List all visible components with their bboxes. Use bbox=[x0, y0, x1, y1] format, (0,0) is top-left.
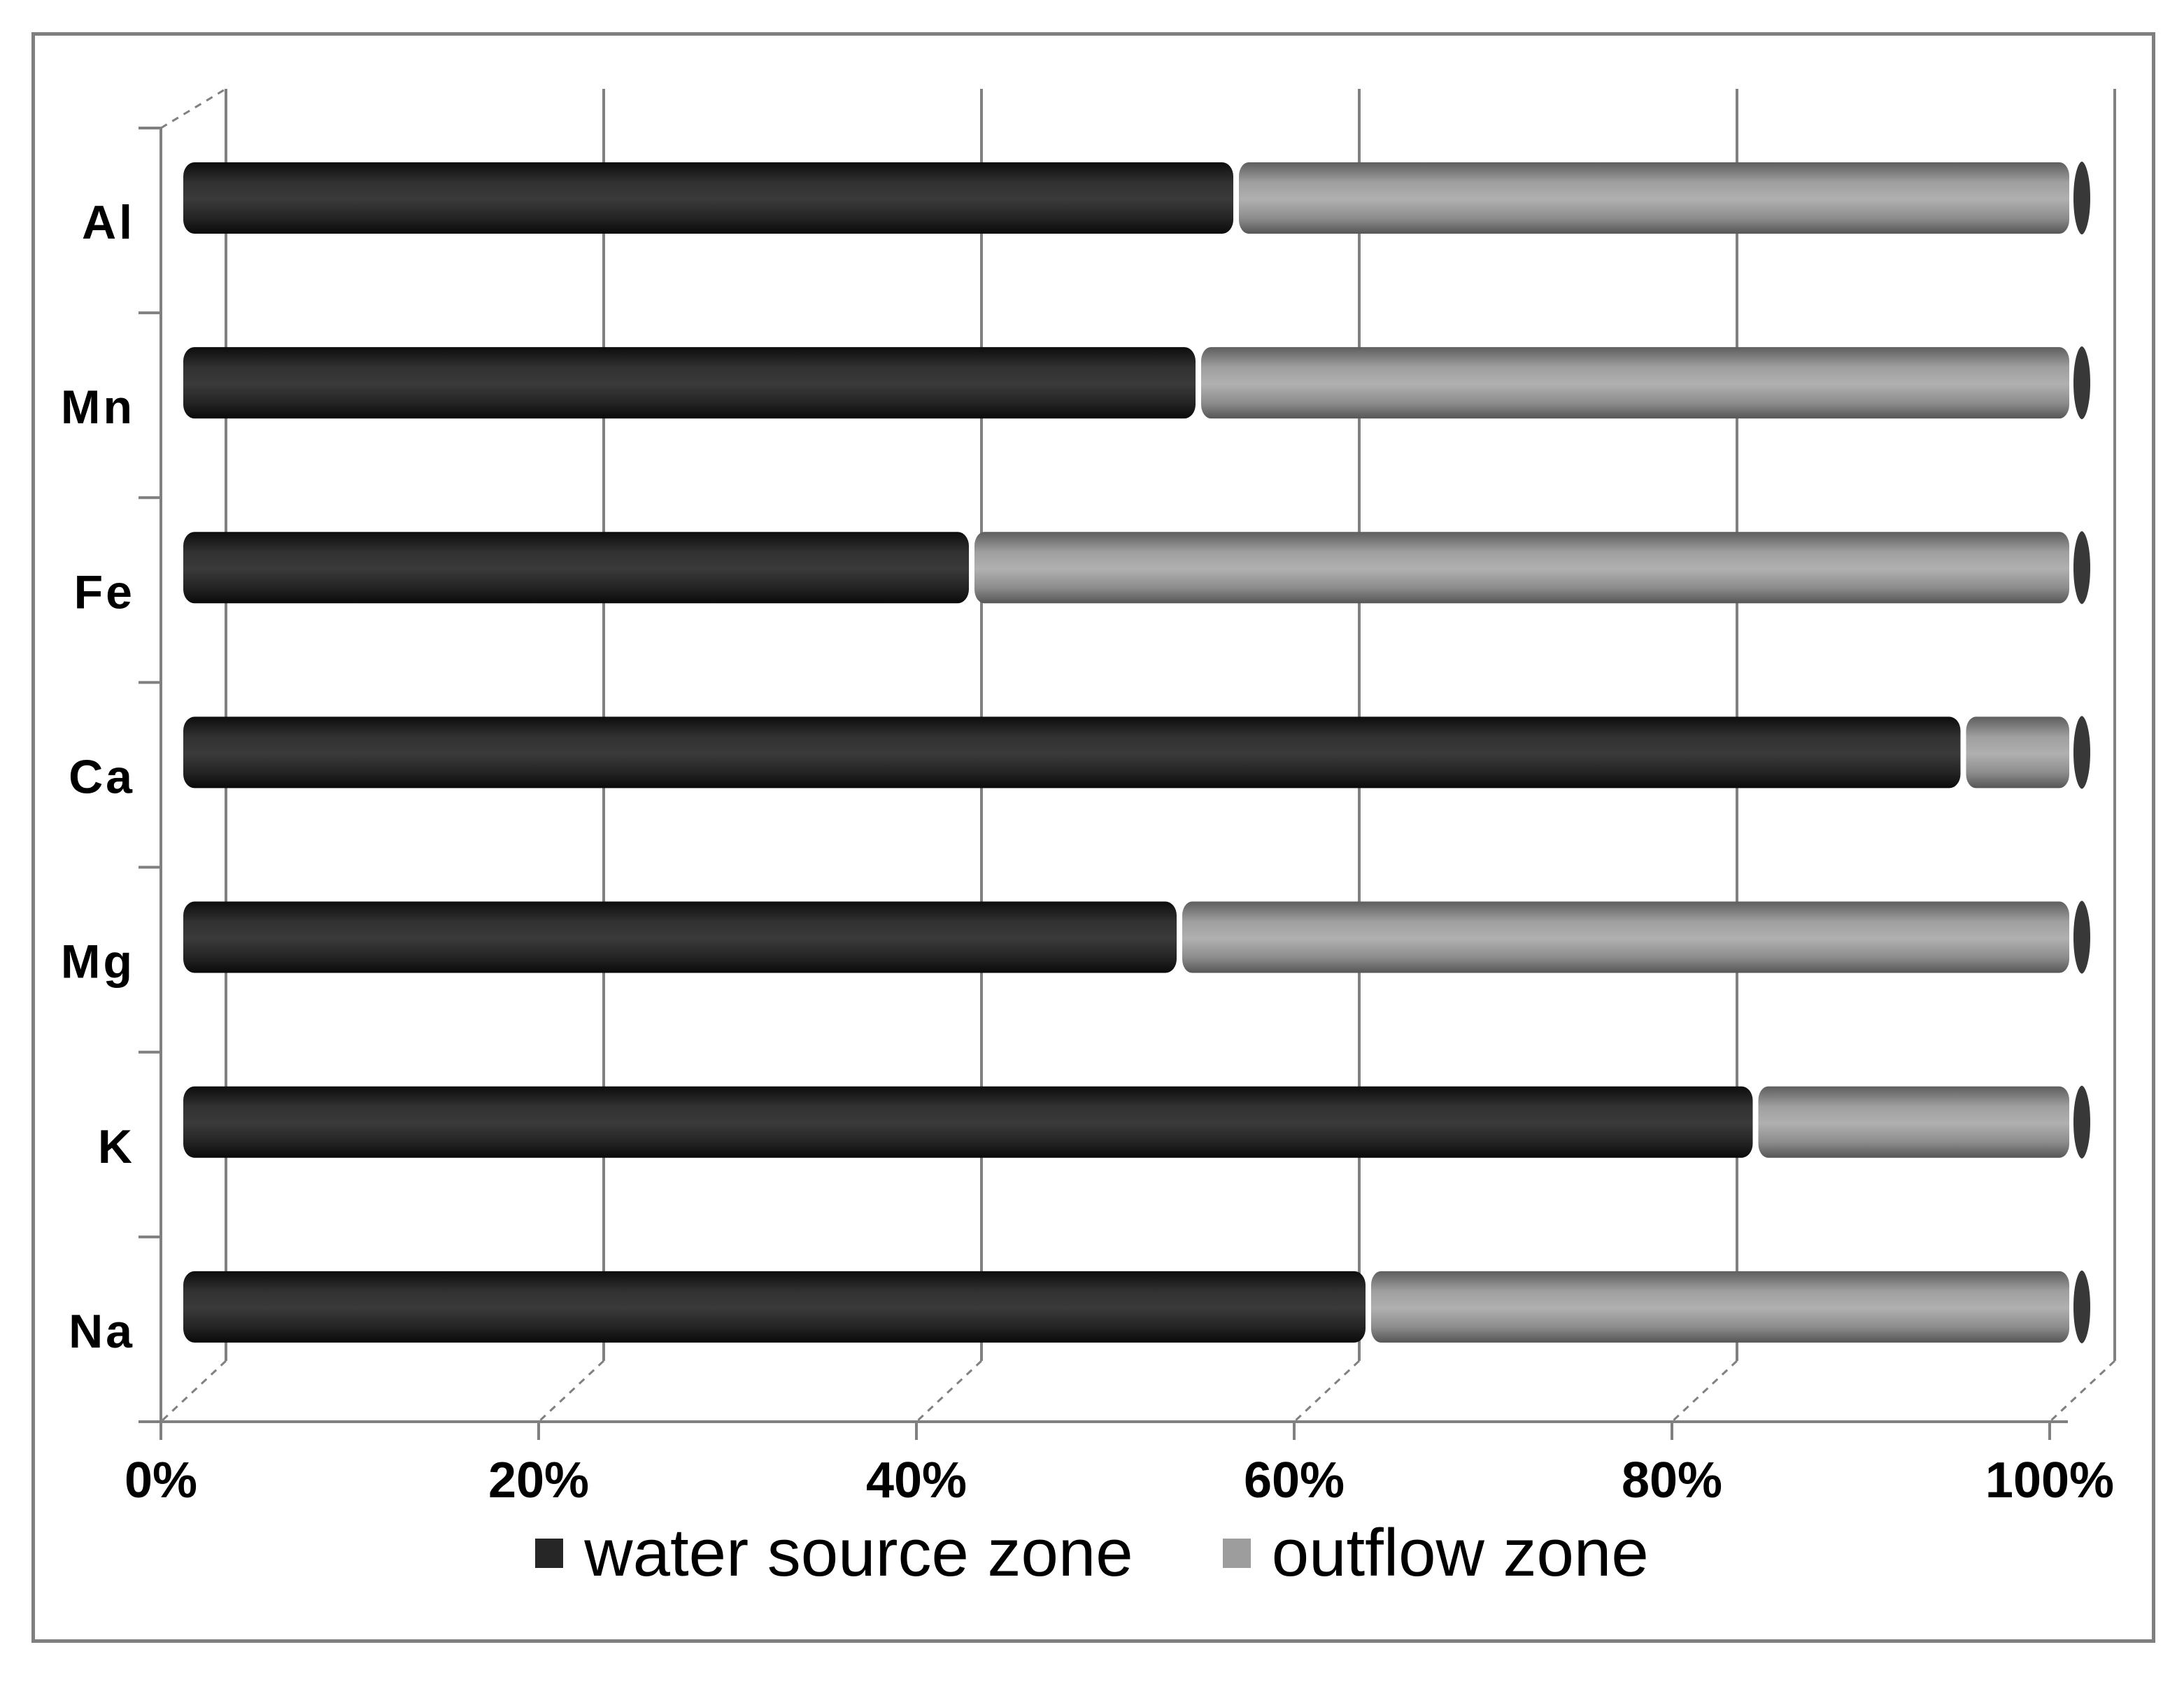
bar-segment-outflow-zone-Na bbox=[1371, 1271, 2069, 1343]
axis-depth-diagonal-100% bbox=[2048, 1359, 2116, 1423]
bar-segment-outflow-zone-K bbox=[1758, 1086, 2069, 1158]
x-tick-label-60%: 60% bbox=[1244, 1453, 1345, 1508]
legend-swatch-outflow-zone bbox=[1222, 1539, 1251, 1568]
bar-end-cap-Na bbox=[2071, 1267, 2093, 1346]
bar-segment-water-source-zone-Ca bbox=[183, 716, 1961, 789]
x-tick-label-40%: 40% bbox=[866, 1453, 967, 1508]
legend-item-outflow-zone: outflow zone bbox=[1222, 1515, 1649, 1590]
x-tick-label-20%: 20% bbox=[488, 1453, 589, 1508]
x-tick-label-100%: 100% bbox=[1985, 1453, 2114, 1508]
bar-segment-water-source-zone-Na bbox=[183, 1271, 1366, 1343]
bar-segment-water-source-zone-Mn bbox=[183, 347, 1196, 419]
chart-legend: water source zone outflow zone bbox=[0, 1520, 2184, 1587]
bar-segment-outflow-zone-Mn bbox=[1201, 347, 2069, 419]
category-label-Mn: Mn bbox=[61, 381, 135, 434]
bar-end-cap-Mg bbox=[2071, 898, 2093, 977]
legend-label-water-source-zone: water source zone bbox=[584, 1515, 1133, 1590]
legend-label-outflow-zone: outflow zone bbox=[1271, 1515, 1649, 1590]
chart-outer-border bbox=[31, 32, 2155, 1643]
axis-depth-diagonal-0% bbox=[159, 1359, 227, 1423]
bar-end-cap-Al bbox=[2071, 159, 2093, 237]
axis-depth-diagonal-80% bbox=[1671, 1359, 1738, 1423]
category-label-K: K bbox=[98, 1120, 135, 1173]
bar-end-cap-Fe bbox=[2071, 528, 2093, 607]
category-label-Mg: Mg bbox=[61, 935, 135, 989]
legend-swatch-water-source-zone bbox=[535, 1539, 564, 1568]
category-label-Na: Na bbox=[69, 1305, 135, 1358]
bar-segment-water-source-zone-Mg bbox=[183, 901, 1177, 973]
category-label-Ca: Ca bbox=[69, 750, 135, 803]
bar-segment-water-source-zone-K bbox=[183, 1086, 1753, 1158]
bar-segment-outflow-zone-Mg bbox=[1182, 901, 2069, 973]
bar-segment-water-source-zone-Fe bbox=[183, 532, 969, 604]
bar-end-cap-K bbox=[2071, 1082, 2093, 1161]
category-label-Fe: Fe bbox=[74, 565, 135, 619]
bar-segment-outflow-zone-Ca bbox=[1966, 716, 2069, 789]
axis-depth-diagonal-40% bbox=[915, 1359, 983, 1423]
bar-end-cap-Ca bbox=[2071, 713, 2093, 792]
x-tick-label-80%: 80% bbox=[1622, 1453, 1722, 1508]
x-tick-label-0%: 0% bbox=[125, 1453, 197, 1508]
bar-segment-outflow-zone-Fe bbox=[974, 532, 2069, 604]
axis-depth-diagonal-top bbox=[160, 87, 227, 129]
category-label-Al: Al bbox=[82, 196, 135, 249]
bar-segment-outflow-zone-Al bbox=[1239, 162, 2069, 234]
bar-end-cap-Mn bbox=[2071, 344, 2093, 423]
legend-item-water-source-zone: water source zone bbox=[535, 1520, 1133, 1587]
axis-depth-diagonal-60% bbox=[1293, 1359, 1361, 1423]
axis-depth-diagonal-20% bbox=[537, 1359, 605, 1423]
bar-segment-water-source-zone-Al bbox=[183, 162, 1233, 234]
